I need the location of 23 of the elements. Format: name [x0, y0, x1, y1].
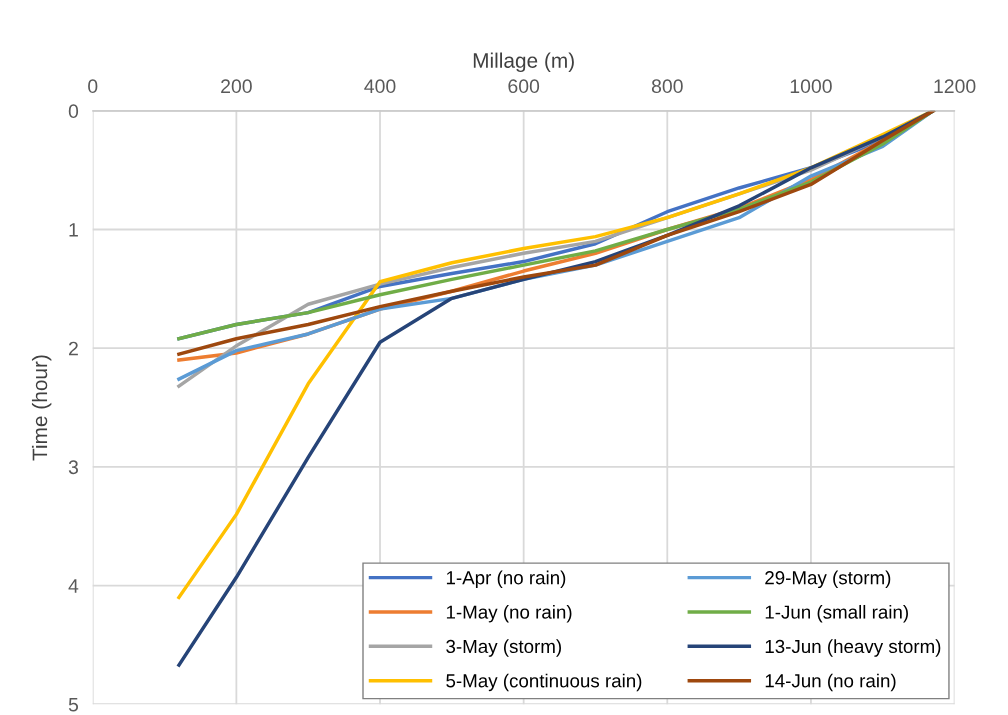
- y-tick-label: 2: [69, 341, 78, 356]
- y-tick-label: 3: [68, 460, 78, 475]
- x-tick-label: 600: [508, 79, 540, 94]
- x-tick-label: 800: [651, 79, 683, 94]
- legend-label: 1-Jun (small rain): [765, 604, 908, 623]
- legend-label: 29-May (storm): [765, 570, 891, 589]
- x-tick-label: 1200: [934, 79, 976, 94]
- y-axis-title: Time (hour): [31, 355, 52, 461]
- y-tick-label: 4: [68, 579, 79, 593]
- y-tick-label: 1: [69, 223, 78, 237]
- y-tick-label: 0: [68, 104, 79, 119]
- legend-label: 13-Jun (heavy storm): [765, 639, 941, 657]
- x-tick-label: 400: [364, 79, 396, 94]
- x-tick-label: 200: [221, 79, 252, 94]
- x-tick-label: 0: [88, 79, 98, 94]
- y-tick-label: 5: [68, 697, 79, 712]
- legend-label: 14-Jun (no rain): [765, 673, 896, 692]
- legend-label: 3-May (storm): [446, 639, 561, 657]
- legend-label: 5-May (continuous rain): [446, 673, 642, 692]
- legend-label: 1-Apr (no rain): [446, 570, 566, 589]
- x-axis-title: Millage (m): [473, 52, 574, 73]
- legend-label: 1-May (no rain): [446, 604, 572, 623]
- x-tick-label: 1000: [790, 79, 832, 94]
